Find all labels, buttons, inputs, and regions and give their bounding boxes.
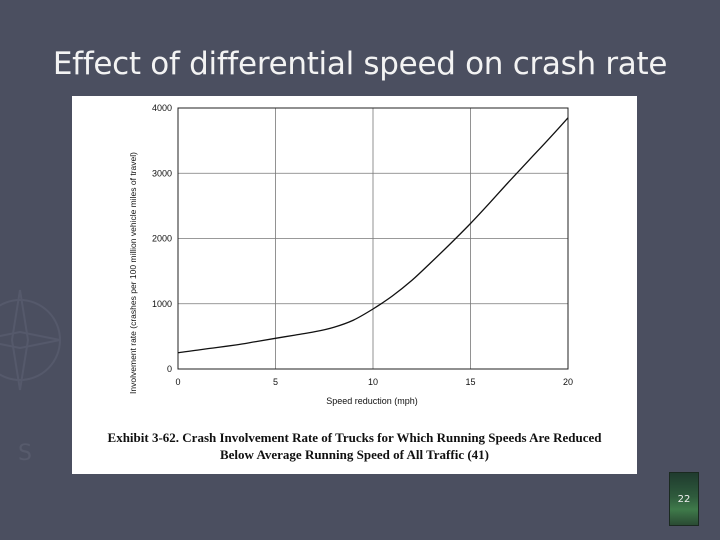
chart-grid — [177, 107, 569, 370]
x-tick-label: 10 — [368, 377, 378, 387]
chart-figure: 0 5 10 15 20 0 1000 2000 3000 4000 Speed reductio… — [72, 96, 637, 474]
y-tick-label: 1000 — [152, 299, 172, 309]
chart-series — [177, 117, 569, 354]
svg-text:S: S — [18, 441, 32, 466]
y-tick-label: 3000 — [152, 168, 172, 178]
chart-axes — [177, 107, 569, 370]
x-tick-label: 20 — [563, 377, 573, 387]
slide-number-badge: 22 — [669, 472, 699, 526]
x-axis-label: Speed reduction (mph) — [326, 396, 418, 406]
y-tick-label: 2000 — [152, 234, 172, 244]
y-tick-label: 4000 — [152, 103, 172, 113]
compass-watermark-icon: S — [0, 289, 61, 466]
series-line — [177, 117, 569, 354]
caption-line-1: Exhibit 3-62. Crash Involvement Rate of … — [107, 430, 602, 445]
y-tick-label: 0 — [167, 364, 172, 374]
slide-title: Effect of differential speed on crash ra… — [52, 46, 668, 82]
caption-line-2: Below Average Running Speed of All Traff… — [219, 447, 490, 462]
chart-tick-labels: 0 5 10 15 20 0 1000 2000 3000 4000 — [152, 103, 573, 387]
y-axis-label: Involvement rate (crashes per 100 millio… — [128, 152, 138, 394]
plot-frame — [177, 107, 569, 370]
x-tick-label: 0 — [175, 377, 180, 387]
figure-caption: Exhibit 3-62. Crash Involvement Rate of … — [72, 429, 637, 463]
crash-rate-chart: 0 5 10 15 20 0 1000 2000 3000 4000 Speed reductio… — [128, 103, 573, 406]
x-tick-label: 15 — [465, 377, 475, 387]
x-tick-label: 5 — [273, 377, 278, 387]
